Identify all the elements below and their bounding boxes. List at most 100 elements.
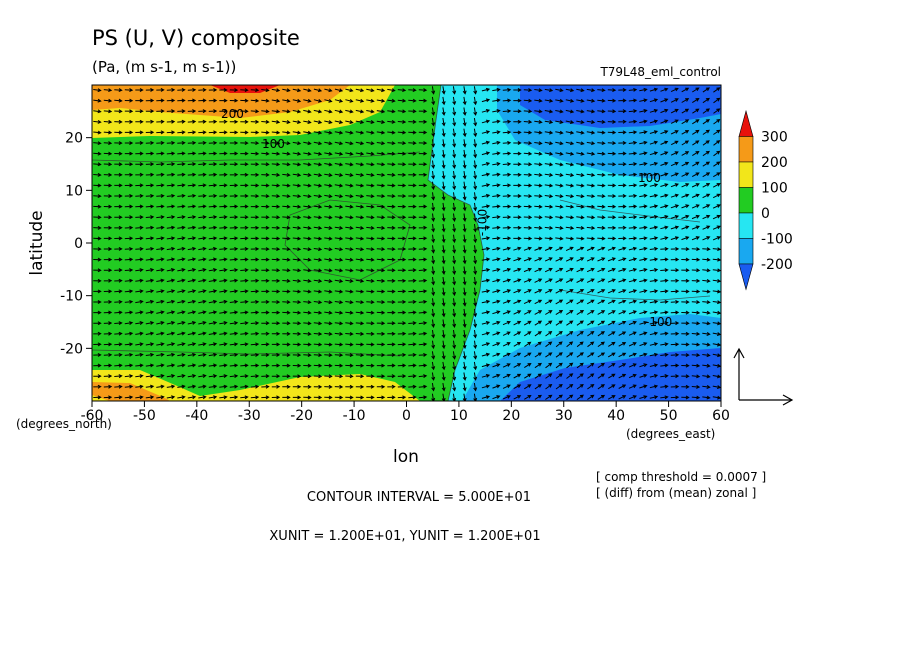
wind-vector-arrow — [208, 374, 218, 378]
wind-vector-arrow — [473, 202, 478, 212]
wind-vector-arrow — [93, 352, 102, 357]
wind-vector-arrow — [187, 374, 197, 378]
wind-vector-arrow — [355, 247, 365, 252]
wind-vector-arrow — [452, 255, 457, 265]
wind-vector-arrow — [462, 277, 467, 286]
wind-vector-arrow — [639, 225, 648, 230]
wind-vector-arrow — [229, 289, 239, 294]
wind-vector-arrow — [208, 130, 218, 135]
wind-vector-arrow — [702, 289, 711, 294]
wind-vector-arrow — [628, 162, 638, 167]
wind-vector-arrow — [114, 183, 123, 188]
wind-vector-arrow — [376, 278, 386, 283]
wind-vector-arrow — [345, 225, 354, 230]
wind-vector-arrow — [387, 141, 396, 146]
wind-vector-arrow — [198, 162, 207, 167]
wind-vector-arrow — [408, 342, 417, 347]
wind-vector-arrow — [135, 268, 144, 273]
wind-vector-arrow — [597, 204, 606, 209]
wind-vector-arrow — [607, 215, 617, 220]
wind-vector-arrow — [93, 310, 102, 315]
wind-vector-arrow — [240, 289, 249, 294]
wind-vector-arrow — [597, 384, 605, 390]
wind-vector-arrow — [418, 204, 428, 209]
wind-vector-arrow — [93, 384, 102, 389]
wind-vector-arrow — [124, 183, 134, 188]
wind-vector-arrow — [418, 151, 428, 156]
wind-vector-arrow — [607, 204, 617, 209]
wind-vector-arrow — [135, 363, 144, 368]
wind-vector-arrow — [492, 172, 501, 177]
wind-vector-arrow — [691, 310, 701, 315]
wind-vector-arrow — [408, 257, 417, 262]
wind-vector-arrow — [166, 331, 176, 336]
wind-vector-arrow — [670, 119, 679, 124]
wind-vector-arrow — [240, 299, 249, 304]
wind-vector-arrow — [376, 353, 386, 357]
wind-vector-arrow — [303, 236, 312, 241]
wind-vector-arrow — [334, 257, 344, 262]
wind-vector-arrow — [177, 98, 186, 103]
wind-vector-arrow — [618, 395, 627, 400]
wind-vector-arrow — [135, 215, 144, 220]
wind-vector-arrow — [544, 183, 554, 188]
wind-vector-arrow — [376, 257, 386, 262]
wind-vector-arrow — [576, 109, 585, 114]
wind-vector-arrow — [334, 342, 344, 347]
wind-vector-arrow — [513, 88, 522, 92]
wind-vector-arrow — [681, 300, 690, 305]
wind-vector-arrow — [271, 215, 281, 220]
wind-vector-arrow — [271, 278, 281, 283]
wind-vector-arrow — [702, 278, 711, 283]
wind-vector-arrow — [597, 267, 606, 273]
wind-vector-arrow — [441, 192, 446, 201]
wind-vector-arrow — [545, 373, 553, 379]
wind-vector-arrow — [565, 173, 575, 177]
wind-vector-arrow — [177, 204, 186, 209]
wind-vector-arrow — [366, 215, 375, 220]
wind-vector-arrow — [523, 267, 532, 273]
wind-vector-arrow — [240, 183, 249, 188]
wind-vector-arrow — [544, 204, 554, 209]
wind-vector-arrow — [576, 225, 585, 230]
wind-vector-arrow — [712, 236, 721, 241]
wind-vector-arrow — [93, 151, 102, 156]
y-tick-label: -10 — [60, 289, 83, 305]
wind-vector-arrow — [566, 330, 574, 337]
wind-vector-arrow — [473, 234, 478, 244]
wind-vector-arrow — [303, 300, 312, 305]
wind-vector-arrow — [366, 204, 375, 209]
wind-vector-arrow — [345, 247, 354, 252]
wind-vector-arrow — [555, 162, 564, 167]
wind-vector-arrow — [587, 352, 595, 358]
wind-vector-arrow — [452, 86, 457, 95]
wind-vector-arrow — [177, 395, 186, 400]
wind-vector-arrow — [628, 183, 638, 188]
wind-vector-arrow — [628, 215, 638, 220]
wind-vector-arrow — [219, 278, 228, 283]
wind-vector-arrow — [628, 310, 637, 315]
wind-vector-arrow — [473, 86, 478, 95]
wind-vector-arrow — [187, 140, 197, 145]
wind-vector-arrow — [187, 363, 197, 368]
wind-vector-arrow — [376, 88, 386, 93]
wind-vector-arrow — [313, 173, 323, 177]
wind-vector-arrow — [292, 374, 302, 379]
wind-vector-arrow — [250, 278, 260, 283]
colorbar-swatch — [738, 161, 754, 188]
wind-vector-arrow — [473, 393, 478, 401]
wind-vector-arrow — [544, 109, 554, 114]
wind-vector-arrow — [473, 361, 478, 371]
wind-vector-arrow — [219, 109, 228, 114]
wind-vector-arrow — [481, 183, 491, 188]
wind-vector-arrow — [198, 268, 207, 272]
wind-vector-arrow — [250, 236, 260, 241]
wind-vector-arrow — [597, 341, 605, 348]
wind-vector-arrow — [282, 172, 291, 177]
wind-vector-arrow — [376, 236, 386, 241]
wind-vector-arrow — [135, 88, 144, 92]
wind-vector-arrow — [324, 98, 333, 103]
wind-vector-arrow — [177, 172, 186, 177]
wind-vector-arrow — [124, 395, 134, 400]
wind-vector-arrow — [691, 214, 700, 220]
